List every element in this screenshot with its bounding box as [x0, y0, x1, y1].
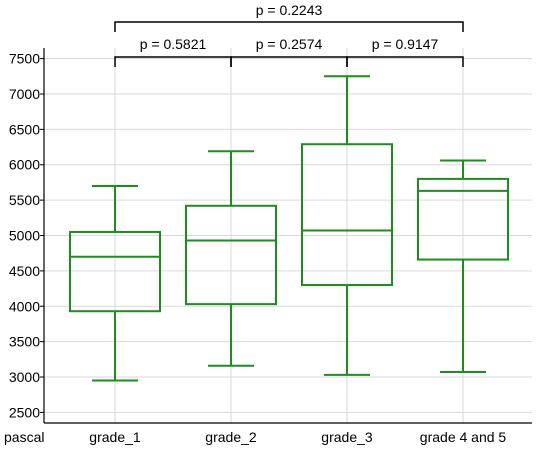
significance-brackets: p = 0.5821 p = 0.2574 p = 0.9147 p = 0.2243	[114, 2, 464, 67]
y-tick-label: 6500	[9, 121, 40, 137]
box-1	[69, 184, 161, 382]
iqr-box	[417, 177, 509, 261]
x-tick-label: grade 4 and 5	[420, 429, 507, 445]
x-tick-label: grade_1	[89, 429, 141, 445]
bracket-line	[114, 21, 464, 32]
y-tick-label: 3500	[9, 334, 40, 350]
bracket: p = 0.9147	[346, 36, 464, 67]
iqr-box	[185, 204, 277, 306]
box-3	[301, 75, 393, 376]
iqr-box	[301, 143, 393, 287]
y-tick-label: 7000	[9, 86, 40, 102]
bracket: p = 0.2243	[114, 2, 464, 32]
bracket: p = 0.2574	[230, 36, 348, 67]
y-tick-label: 5500	[9, 192, 40, 208]
y-tick-label: 3000	[9, 369, 40, 385]
x-tick-labels: grade_1 grade_2 grade_3 grade 4 and 5	[89, 429, 506, 445]
y-tick-label: 4500	[9, 263, 40, 279]
box-2	[185, 150, 277, 367]
p-value-label: p = 0.9147	[372, 36, 439, 52]
y-tick-label: 2500	[9, 404, 40, 420]
p-value-label: p = 0.5821	[140, 36, 207, 52]
x-tick-label: grade_2	[205, 429, 257, 445]
grid-lines	[44, 48, 532, 423]
x-axis-label: pascal	[4, 429, 44, 445]
x-tick-label: grade_3	[321, 429, 373, 445]
bracket-line	[346, 56, 464, 67]
p-value-label: p = 0.2574	[256, 36, 323, 52]
iqr-box	[69, 230, 161, 313]
y-tick-label: 5000	[9, 228, 40, 244]
boxes	[69, 75, 509, 382]
y-tick-label: 7500	[9, 51, 40, 67]
bracket: p = 0.5821	[114, 36, 232, 67]
box-4	[417, 159, 509, 374]
p-value-label: p = 0.2243	[256, 2, 323, 18]
y-tick-label: 4000	[9, 298, 40, 314]
y-ticks: 2500 3000 3500 4000 4500 5000 5500 6000 6500 7000…	[9, 51, 44, 420]
y-tick-label: 6000	[9, 157, 40, 173]
